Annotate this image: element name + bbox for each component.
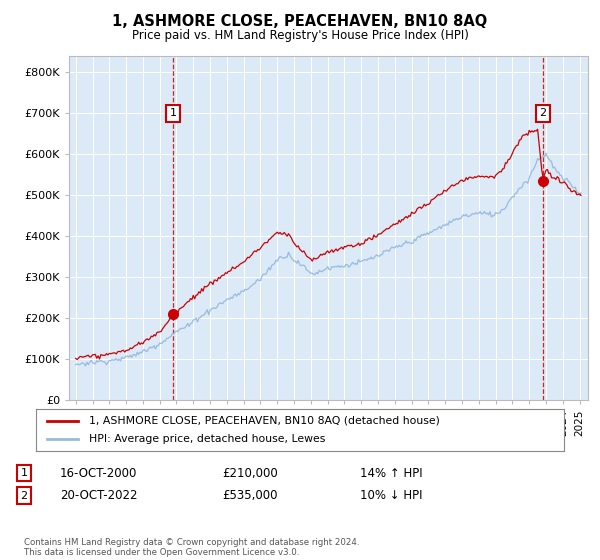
Text: 20-OCT-2022: 20-OCT-2022 bbox=[60, 489, 137, 502]
Text: £535,000: £535,000 bbox=[222, 489, 277, 502]
Text: 1, ASHMORE CLOSE, PEACEHAVEN, BN10 8AQ: 1, ASHMORE CLOSE, PEACEHAVEN, BN10 8AQ bbox=[112, 14, 488, 29]
Text: 1: 1 bbox=[170, 109, 176, 118]
Text: Price paid vs. HM Land Registry's House Price Index (HPI): Price paid vs. HM Land Registry's House … bbox=[131, 29, 469, 42]
Text: 10% ↓ HPI: 10% ↓ HPI bbox=[360, 489, 422, 502]
Text: 16-OCT-2000: 16-OCT-2000 bbox=[60, 466, 137, 480]
Text: HPI: Average price, detached house, Lewes: HPI: Average price, detached house, Lewe… bbox=[89, 434, 325, 444]
Text: 2: 2 bbox=[539, 109, 546, 118]
Text: 1: 1 bbox=[20, 468, 28, 478]
Text: £210,000: £210,000 bbox=[222, 466, 278, 480]
Text: 14% ↑ HPI: 14% ↑ HPI bbox=[360, 466, 422, 480]
Text: 1, ASHMORE CLOSE, PEACEHAVEN, BN10 8AQ (detached house): 1, ASHMORE CLOSE, PEACEHAVEN, BN10 8AQ (… bbox=[89, 416, 440, 426]
Text: 2: 2 bbox=[20, 491, 28, 501]
Text: Contains HM Land Registry data © Crown copyright and database right 2024.
This d: Contains HM Land Registry data © Crown c… bbox=[24, 538, 359, 557]
